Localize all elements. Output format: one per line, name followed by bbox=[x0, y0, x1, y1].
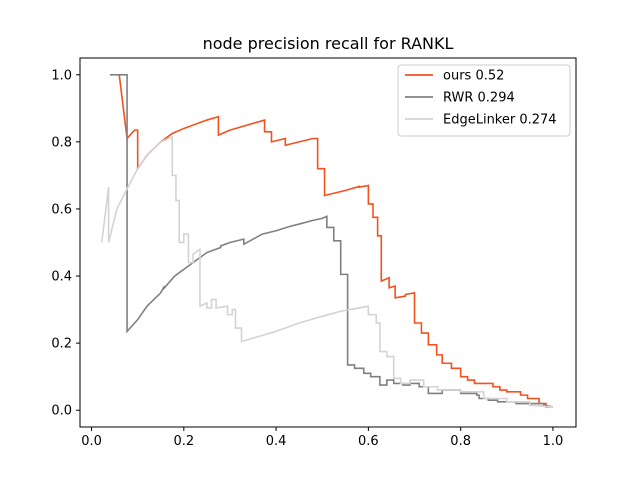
y-tick-label: 0.8 bbox=[51, 135, 72, 150]
y-tick-label: 0.2 bbox=[51, 337, 72, 352]
y-tick-label: 0.0 bbox=[51, 404, 72, 419]
x-tick-label: 0.0 bbox=[81, 434, 102, 449]
series-line-0 bbox=[118, 74, 553, 408]
series-layer bbox=[100, 73, 554, 408]
y-tick-label: 1.0 bbox=[51, 68, 72, 83]
legend-frame bbox=[397, 64, 571, 137]
x-axis: 0.0 0.2 0.4 0.6 0.8 1.0 bbox=[81, 427, 563, 449]
x-tick-label: 0.8 bbox=[450, 434, 471, 449]
y-tick-label: 0.6 bbox=[51, 202, 72, 217]
legend-entries: ours 0.52 RWR 0.294 EdgeLinker 0.274 bbox=[405, 69, 557, 128]
legend-label-1: RWR 0.294 bbox=[443, 91, 515, 106]
chart-title: node precision recall for RANKL bbox=[203, 34, 454, 53]
legend-label-0: ours 0.52 bbox=[443, 69, 504, 84]
series-line-2 bbox=[100, 135, 553, 408]
x-tick-label: 0.2 bbox=[173, 434, 194, 449]
x-tick-label: 0.6 bbox=[358, 434, 379, 449]
plot-area bbox=[79, 57, 577, 428]
legend: ours 0.52 RWR 0.294 EdgeLinker 0.274 bbox=[397, 64, 571, 137]
legend-label-2: EdgeLinker 0.274 bbox=[443, 113, 557, 128]
x-tick-label: 0.4 bbox=[266, 434, 287, 449]
x-tick-label: 1.0 bbox=[543, 434, 564, 449]
series-line-1 bbox=[109, 73, 554, 408]
y-tick-label: 0.4 bbox=[51, 270, 72, 285]
axes-frame bbox=[79, 57, 577, 428]
y-axis: 0.0 0.2 0.4 0.6 0.8 1.0 bbox=[51, 68, 80, 419]
